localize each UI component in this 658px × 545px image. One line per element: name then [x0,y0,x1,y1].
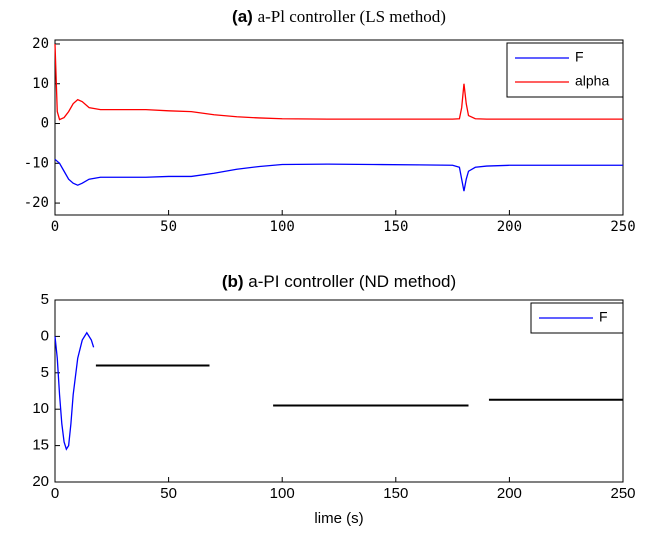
data-line [54,43,623,121]
panel-label: (b) [222,272,244,291]
legend-label: alpha [575,73,609,89]
y-tick-label: 10 [32,76,49,92]
legend-label: F [599,309,608,325]
x-tick-label: 100 [270,219,295,235]
data-line [54,158,623,192]
y-tick-label: -20 [24,195,49,211]
x-tick-label: 250 [610,219,635,235]
title-text: a-PI controller (ND method) [248,272,456,291]
x-tick-label: 50 [160,485,177,502]
legend-box [506,42,624,98]
chart-title: (a) a-Pl controller (LS method) [232,7,446,27]
x-tick-label: 200 [497,485,522,502]
plot-frame [54,299,624,483]
x-axis-label: lime (s) [314,510,363,527]
y-tick-label: 0 [41,327,49,344]
y-tick-label: 20 [32,473,49,490]
x-tick-label: 100 [270,485,295,502]
data-line [54,331,95,451]
x-tick-label: 0 [51,485,59,502]
y-tick-label: 5 [41,364,49,381]
x-tick-label: 150 [383,485,408,502]
legend-label: F [575,49,584,65]
x-tick-label: 200 [497,219,522,235]
x-tick-label: 50 [160,219,177,235]
title-text: a-Pl controller (LS method) [258,7,446,26]
y-tick-label: 0 [41,116,49,132]
y-tick-label: 15 [32,437,49,454]
y-tick-label: 20 [32,36,49,52]
plot-frame [54,39,624,216]
panel-label: (a) [232,7,253,26]
y-tick-label: 10 [32,400,49,417]
y-tick-label: 5 [41,291,49,308]
chart-title: (b) a-PI controller (ND method) [222,272,456,291]
x-tick-label: 150 [383,219,408,235]
y-tick-label: -10 [24,155,49,171]
x-tick-label: 250 [610,485,635,502]
x-tick-label: 0 [51,219,59,235]
